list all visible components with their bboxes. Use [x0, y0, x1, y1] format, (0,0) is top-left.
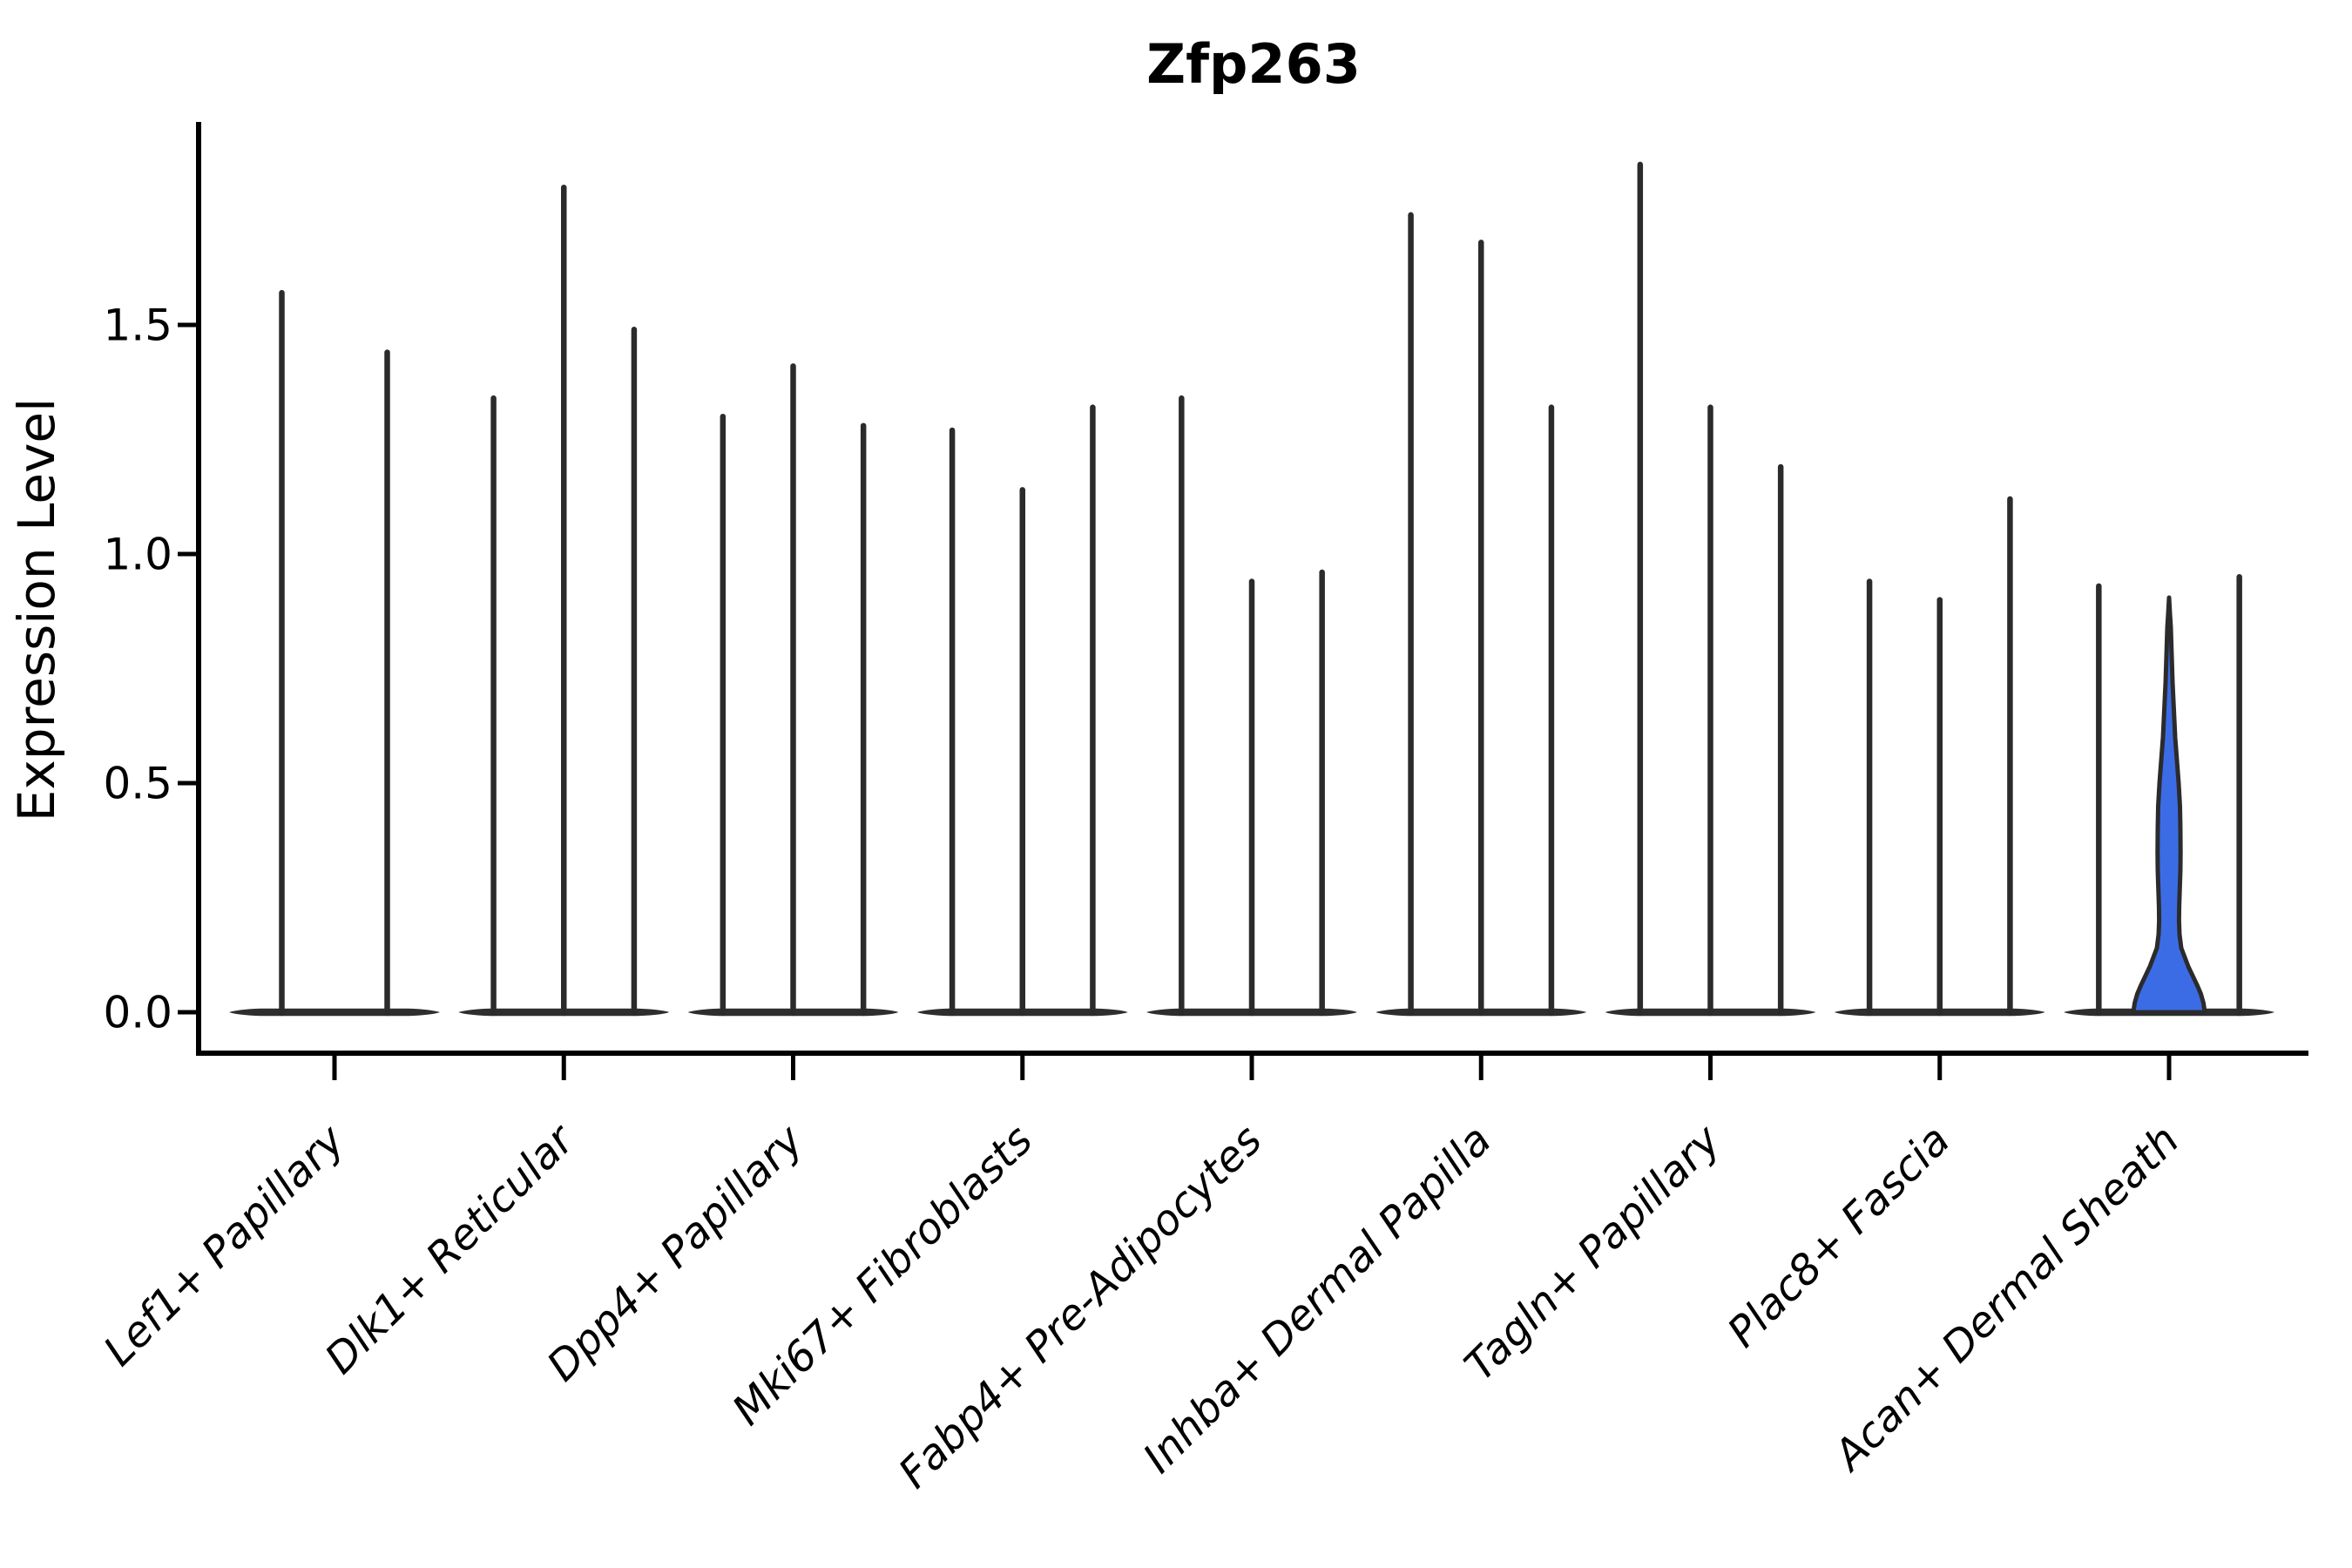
x-tick-label: Tagln+ Papillary [1456, 1115, 1731, 1390]
violins [229, 161, 2274, 1017]
y-tick-label: 1.5 [103, 301, 172, 351]
y-tick-label: 1.0 [103, 530, 172, 580]
highlighted-violin [2131, 595, 2207, 1015]
chart-title: Zfp263 [1146, 32, 1361, 96]
x-tick-label: Dlk1+ Reticular [316, 1114, 586, 1384]
y-tick-label: 0.5 [103, 759, 172, 809]
x-tick-label: Plac8+ Fascia [1719, 1116, 1960, 1357]
x-tick-label: Dpp4+ Papillary [537, 1115, 813, 1390]
x-tick-label: Fabp4+ Pre-Adipocytes [889, 1116, 1272, 1498]
y-tick-label: 0.0 [103, 988, 172, 1038]
violin-baseline [229, 1008, 440, 1017]
x-tick-label: Lef1+ Papillary [94, 1115, 355, 1375]
y-ticks: 0.0 0.5 1.0 1.5 [103, 301, 199, 1038]
y-axis-label: Expression Level [7, 398, 66, 821]
